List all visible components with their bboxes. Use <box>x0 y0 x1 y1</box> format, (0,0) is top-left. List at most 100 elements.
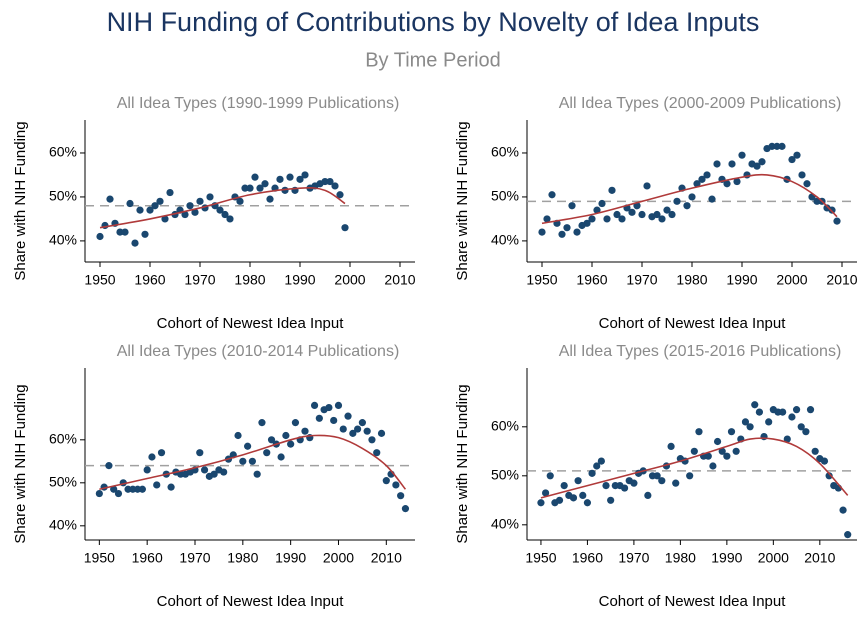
point <box>563 224 571 232</box>
point <box>732 447 740 455</box>
x-tick-label: 1990 <box>284 272 315 288</box>
x-tick-label: 1970 <box>179 550 210 566</box>
x-tick-label: 1990 <box>711 550 742 566</box>
point <box>548 191 556 199</box>
point <box>602 482 610 490</box>
point <box>733 177 741 186</box>
point <box>196 197 204 205</box>
fit-line <box>99 187 346 229</box>
y-tick-label: 60% <box>491 144 519 160</box>
point <box>186 202 194 210</box>
point <box>760 433 768 441</box>
point <box>792 406 801 414</box>
point <box>628 208 636 216</box>
point <box>341 224 349 232</box>
point <box>336 191 344 199</box>
panel-title: All Idea Types (2000-2009 Publications) <box>559 95 842 112</box>
point <box>723 180 731 188</box>
point <box>709 462 717 470</box>
point <box>537 499 545 507</box>
point <box>788 155 796 164</box>
point <box>263 449 271 457</box>
x-tick-label: 2010 <box>826 272 857 288</box>
y-tick-label: 40% <box>491 232 519 248</box>
point <box>738 151 746 159</box>
figure-subtitle: By Time Period <box>365 49 501 71</box>
point <box>568 202 576 210</box>
point <box>167 483 175 491</box>
x-axis-label: Cohort of Newest Idea Input <box>599 315 787 332</box>
point <box>569 494 578 502</box>
point <box>758 158 766 166</box>
point <box>653 210 661 219</box>
point <box>833 217 841 225</box>
panel: All Idea Types (1990-1999 Publications) 4… <box>12 95 416 332</box>
x-tick-label: 1980 <box>227 550 258 566</box>
point <box>282 431 290 440</box>
panel: All Idea Types (2015-2016 Publications) 4… <box>454 343 857 610</box>
x-tick-label: 1980 <box>234 272 265 288</box>
y-axis-label: Share with NIH Funding <box>454 121 471 280</box>
x-axis-label: Cohort of Newest Idea Input <box>599 593 787 610</box>
point <box>713 437 722 446</box>
point <box>296 175 304 183</box>
point <box>210 470 218 478</box>
point <box>828 206 836 214</box>
point <box>813 197 821 205</box>
x-tick-label: 2000 <box>334 272 365 288</box>
x-tick-label: 2010 <box>804 550 835 566</box>
point <box>638 210 646 219</box>
x-tick-label: 1950 <box>84 272 115 288</box>
point <box>286 173 294 181</box>
point <box>613 210 621 219</box>
point <box>811 447 819 455</box>
point <box>157 449 166 457</box>
point <box>695 428 703 436</box>
point <box>593 462 601 470</box>
point <box>166 188 174 197</box>
point <box>153 481 161 489</box>
y-tick-label: 50% <box>491 188 519 204</box>
y-tick-label: 40% <box>491 516 519 532</box>
point <box>236 197 244 205</box>
point <box>755 408 763 416</box>
point <box>121 228 129 236</box>
y-axis-label: Share with NIH Funding <box>12 384 29 543</box>
point <box>267 436 276 444</box>
point <box>266 195 274 203</box>
point <box>161 215 169 223</box>
point <box>793 151 801 159</box>
point <box>658 477 666 485</box>
point <box>151 202 159 210</box>
point <box>382 477 390 485</box>
point <box>698 175 706 183</box>
x-tick-label: 1960 <box>572 550 603 566</box>
point <box>618 215 626 223</box>
point <box>653 472 661 480</box>
point <box>583 219 591 227</box>
y-tick-label: 50% <box>491 467 519 483</box>
point <box>261 180 269 188</box>
panel-title: All Idea Types (2010-2014 Publications) <box>117 343 400 360</box>
point <box>588 469 596 477</box>
point <box>579 491 587 500</box>
point <box>246 184 254 192</box>
point <box>802 428 810 436</box>
point <box>603 215 611 223</box>
y-tick-label: 50% <box>49 474 77 490</box>
x-tick-label: 2000 <box>323 550 354 566</box>
point <box>131 239 139 247</box>
x-tick-label: 1970 <box>626 272 657 288</box>
y-tick-label: 40% <box>49 517 77 533</box>
point <box>326 177 334 186</box>
point <box>96 232 104 241</box>
point <box>276 175 284 183</box>
point <box>779 408 787 416</box>
panel-title: All Idea Types (1990-1999 Publications) <box>117 95 400 112</box>
x-tick-label: 1970 <box>184 272 215 288</box>
point <box>191 208 199 216</box>
point <box>668 210 676 219</box>
point <box>621 484 629 492</box>
point <box>110 485 118 493</box>
point <box>574 477 582 485</box>
